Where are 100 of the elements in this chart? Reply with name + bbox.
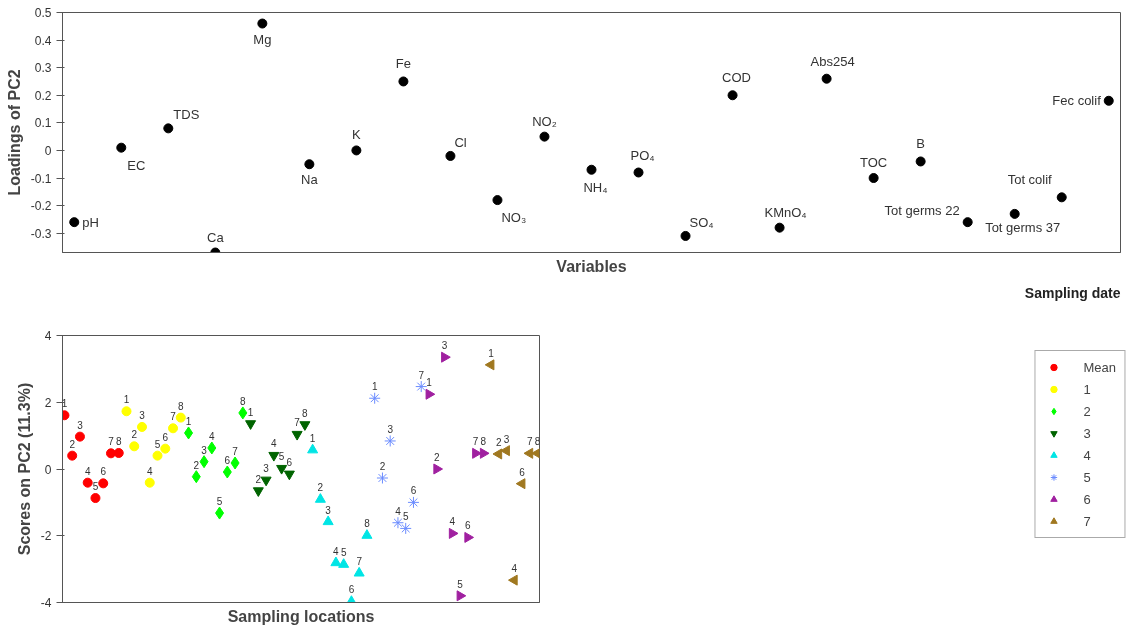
category-label: 1 — [185, 415, 192, 427]
category-label: 2 — [69, 438, 75, 450]
category-label: Tot colif — [1007, 172, 1052, 188]
category-label: 1 — [61, 398, 68, 410]
point — [633, 167, 644, 178]
category-label: 6 — [519, 466, 525, 478]
category-label: 4 — [395, 505, 401, 517]
point — [1009, 208, 1020, 219]
legend-label: 2 — [1083, 403, 1092, 419]
category-label: Fe — [395, 56, 411, 72]
y-tick-label: 0 — [44, 143, 52, 158]
category-label: 5 — [92, 481, 99, 493]
category-label: 1 — [371, 381, 378, 393]
category-label: 7 — [108, 436, 114, 448]
text: Sampling date — [1024, 284, 1121, 301]
category-label: 4 — [449, 516, 456, 528]
point — [445, 150, 456, 161]
category-label: 7 — [232, 445, 238, 457]
point — [69, 217, 80, 228]
category-label: 1 — [247, 406, 254, 418]
y-tick-label: -0.3 — [30, 226, 52, 241]
point — [492, 195, 503, 206]
category-label: 2 — [379, 461, 386, 473]
category-label: 4 — [209, 430, 215, 442]
legend-label: 5 — [1083, 469, 1092, 485]
category-label: 8 — [364, 518, 370, 530]
category-label: 6 — [224, 455, 231, 466]
category-label: 3 — [503, 433, 510, 445]
category-label: 8 — [302, 407, 308, 419]
category-label: 7 — [170, 411, 176, 423]
y-tick-label: 0.3 — [34, 61, 52, 76]
category-label: 3 — [139, 409, 145, 421]
point — [915, 156, 926, 167]
point — [539, 131, 550, 142]
point — [821, 73, 832, 84]
category-label: Tot germs 37 — [985, 219, 1061, 235]
y-axis-title: Scores on PC2 (11.3%) — [15, 382, 33, 556]
category-label: 7 — [294, 417, 300, 429]
category-label: 6 — [286, 457, 293, 469]
category-label: NO₃ — [501, 210, 527, 226]
category-label: TOC — [860, 155, 888, 171]
category-label: 3 — [441, 340, 448, 352]
category-label: TDS — [173, 107, 200, 123]
category-label: 1 — [488, 347, 494, 359]
category-label: Na — [301, 172, 318, 188]
category-label: PO₄ — [630, 147, 655, 163]
y-tick-label: 0.2 — [34, 88, 52, 103]
category-label: Tot germs 22 — [884, 203, 960, 219]
category-label: 6 — [464, 520, 471, 532]
category-label: NO₂ — [532, 113, 557, 129]
category-label: 8 — [480, 436, 487, 448]
y-tick-label: 2 — [44, 395, 52, 410]
category-label: 7 — [356, 556, 362, 568]
category-label: Cl — [454, 134, 467, 150]
category-label: Ca — [207, 229, 224, 245]
point — [304, 159, 315, 170]
legend-label: 3 — [1083, 425, 1092, 441]
category-label: 7 — [527, 436, 533, 448]
y-tick-label: 0.1 — [34, 116, 52, 131]
category-label: 5 — [402, 511, 409, 523]
category-label: 2 — [433, 452, 440, 463]
y-tick-label: -0.2 — [30, 199, 52, 214]
category-label: 7 — [472, 436, 479, 448]
category-label: 6 — [348, 584, 355, 596]
x-axis-title: Variables — [556, 257, 627, 275]
legend-label: Mean — [1083, 359, 1116, 375]
point — [774, 222, 785, 233]
category-label: Fec colif — [1052, 93, 1101, 109]
point — [398, 76, 409, 87]
category-label: SO₄ — [689, 214, 714, 230]
category-label: 8 — [178, 400, 184, 412]
category-label: 4 — [84, 465, 91, 477]
category-label: 2 — [317, 482, 324, 494]
category-label: 5 — [278, 451, 285, 463]
text: 4 — [511, 563, 518, 575]
legend-label: 4 — [1083, 447, 1092, 463]
x-axis-title: Sampling locations — [227, 607, 375, 625]
legend-label: 1 — [1083, 381, 1092, 397]
category-label: K — [352, 127, 361, 143]
category-label: 2 — [131, 429, 138, 441]
category-label: 1 — [123, 394, 130, 406]
point — [351, 145, 362, 156]
legend-label: 6 — [1083, 491, 1092, 507]
category-label: EC — [127, 157, 146, 173]
y-tick-label: 0 — [44, 462, 52, 477]
text: 2 — [496, 436, 502, 448]
y-tick-label: -2 — [40, 529, 52, 544]
y-tick-label: 4 — [44, 329, 52, 343]
category-label: KMnO₄ — [764, 204, 807, 220]
category-label: 1 — [309, 432, 316, 444]
point — [1056, 192, 1067, 203]
point — [962, 217, 973, 228]
point — [727, 90, 738, 101]
point — [868, 173, 879, 184]
category-label: 5 — [340, 547, 347, 559]
category-label: B — [916, 136, 925, 152]
y-tick-label: 0.5 — [34, 6, 52, 20]
category-label: COD — [722, 70, 752, 86]
category-label: 4 — [333, 545, 339, 557]
category-label: 3 — [77, 419, 83, 431]
